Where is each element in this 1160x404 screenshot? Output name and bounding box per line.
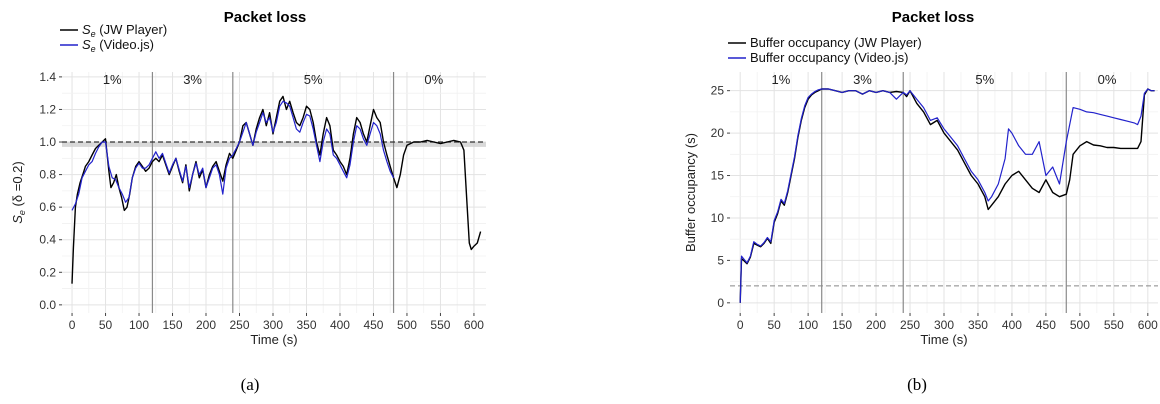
x-tick-label: 50 xyxy=(99,318,113,332)
caption-a: (a) xyxy=(241,375,260,394)
phase-label-3: 0% xyxy=(1098,72,1117,87)
y-tick-label: 20 xyxy=(711,126,725,140)
x-tick-label: 450 xyxy=(363,318,383,332)
caption-b: (b) xyxy=(907,375,927,394)
x-tick-label: 400 xyxy=(330,318,350,332)
y-tick-label: 1.0 xyxy=(39,135,56,149)
x-tick-label: 550 xyxy=(430,318,450,332)
x-tick-label: 200 xyxy=(866,318,886,332)
gridlines xyxy=(62,72,486,313)
y-tick-label: 0.2 xyxy=(39,265,56,279)
y-tick-label: 10 xyxy=(711,211,725,225)
x-tick-label: 450 xyxy=(1036,318,1056,332)
x-tick-label: 300 xyxy=(934,318,954,332)
x-tick-label: 350 xyxy=(296,318,316,332)
x-tick-label: 250 xyxy=(900,318,920,332)
plot-area xyxy=(62,72,486,313)
y-tick-label: 0.0 xyxy=(39,298,56,312)
y-tick-label: 0 xyxy=(717,296,724,310)
legend-label-1: Buffer occupancy (Video.js) xyxy=(750,50,909,65)
phase-label-1: 3% xyxy=(853,72,872,87)
threshold-band xyxy=(62,142,486,147)
y-tick-label: 1.4 xyxy=(39,70,56,84)
x-tick-label: 250 xyxy=(229,318,249,332)
x-tick-label: 300 xyxy=(263,318,283,332)
x-tick-label: 500 xyxy=(1070,318,1090,332)
y-tick-label: 0.8 xyxy=(39,168,56,182)
x-tick-label: 150 xyxy=(163,318,183,332)
legend-label-0: Buffer occupancy (JW Player) xyxy=(750,35,922,50)
phase-label-0: 1% xyxy=(772,72,791,87)
y-tick-label: 25 xyxy=(711,84,725,98)
phase-label-0: 1% xyxy=(103,72,122,87)
x-tick-label: 100 xyxy=(798,318,818,332)
series-line-1 xyxy=(739,88,1155,303)
y-tick-label: 0.4 xyxy=(39,233,56,247)
y-tick-label: 0.6 xyxy=(39,200,56,214)
x-tick-label: 600 xyxy=(464,318,484,332)
legend-label-1: Se (Video.js) xyxy=(82,37,154,54)
gridlines xyxy=(730,72,1158,313)
phase-label-1: 3% xyxy=(183,72,202,87)
x-tick-label: 600 xyxy=(1138,318,1158,332)
series-line-0 xyxy=(739,88,1155,303)
phase-label-2: 5% xyxy=(304,72,323,87)
y-tick-label: 1.2 xyxy=(39,102,56,116)
x-tick-label: 400 xyxy=(1002,318,1022,332)
phase-label-2: 5% xyxy=(975,72,994,87)
x-tick-label: 550 xyxy=(1104,318,1124,332)
legend-label-0: Se (JW Player) xyxy=(82,22,167,39)
x-tick-label: 350 xyxy=(968,318,988,332)
x-tick-label: 200 xyxy=(196,318,216,332)
x-tick-label: 0 xyxy=(737,318,744,332)
x-tick-label: 150 xyxy=(832,318,852,332)
x-tick-label: 100 xyxy=(129,318,149,332)
y-axis-label: Buffer occupancy (s) xyxy=(683,133,698,252)
y-tick-label: 15 xyxy=(711,169,725,183)
y-tick-label: 5 xyxy=(717,253,724,267)
series-line-0 xyxy=(71,95,482,284)
chart-title: Packet loss xyxy=(224,9,307,26)
x-tick-label: 0 xyxy=(69,318,76,332)
x-tick-label: 500 xyxy=(397,318,417,332)
chart-title: Packet loss xyxy=(892,9,975,26)
phase-label-3: 0% xyxy=(424,72,443,87)
series-line-1 xyxy=(71,100,395,211)
x-tick-label: 50 xyxy=(767,318,781,332)
chart-panel-a: 1% 3% 5% 0% 0 50 100 150 200 250 300 350 400 450 500 55… xyxy=(10,9,486,347)
y-axis-label: Se (δ =0.2) xyxy=(10,161,27,223)
chart-panel-b: 1% 3% 5% 0%0 50 100 150 200 250 300 350 400 450 500 55… xyxy=(683,9,1158,347)
x-axis-label: Time (s) xyxy=(250,332,297,347)
x-axis-label: Time (s) xyxy=(920,332,967,347)
